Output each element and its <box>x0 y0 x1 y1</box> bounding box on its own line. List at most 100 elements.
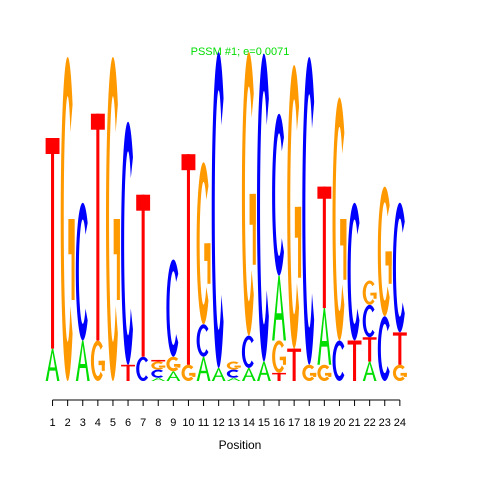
logo-column-12 <box>211 52 226 381</box>
x-tick-label: 9 <box>170 417 176 429</box>
letter-G <box>196 162 211 325</box>
letter-G <box>151 361 166 370</box>
logo-column-20 <box>332 97 347 381</box>
letter-C <box>196 324 209 357</box>
logo-column-21 <box>347 202 362 381</box>
letter-G <box>392 364 407 381</box>
x-tick-label: 18 <box>303 417 315 429</box>
x-tick-label: 8 <box>155 417 161 429</box>
letter-T <box>136 194 151 357</box>
letter-C <box>226 369 239 378</box>
letter-A <box>196 356 211 381</box>
letter-G <box>332 97 347 341</box>
letter-A <box>362 361 377 381</box>
letter-G <box>226 361 241 370</box>
logo-column-6 <box>121 121 135 381</box>
letter-A <box>166 371 181 381</box>
letter-G <box>272 340 286 373</box>
letter-C <box>257 53 269 362</box>
letter-G <box>317 364 332 381</box>
letter-A <box>75 340 90 381</box>
x-tick-label: 5 <box>110 417 116 429</box>
logo-column-8 <box>151 359 166 381</box>
letter-G <box>90 340 105 381</box>
letter-C <box>211 52 224 369</box>
letter-C <box>302 56 315 365</box>
x-tick-label: 16 <box>273 417 285 429</box>
x-tick-label: 4 <box>95 417 101 429</box>
letter-T <box>272 372 286 381</box>
x-tick-label: 21 <box>348 417 360 429</box>
letter-T <box>121 364 135 381</box>
letter-A <box>317 308 332 365</box>
letter-T <box>90 113 105 341</box>
letter-G <box>181 364 196 382</box>
letter-C <box>377 316 390 381</box>
x-tick-label: 24 <box>394 417 406 429</box>
x-tick-label: 19 <box>318 417 330 429</box>
x-axis-title: Position <box>219 438 262 452</box>
x-tick-label: 22 <box>364 417 376 429</box>
logo-column-4 <box>90 113 105 381</box>
logo-column-10 <box>181 154 196 382</box>
logo-column-13 <box>226 361 241 381</box>
letter-C <box>392 202 405 333</box>
logo-letters <box>45 52 407 382</box>
x-axis: 1 2 3 4 5 6 7 8 9 10 11 12 13 14 15 16 17 18 19 20 21 22 23 24 <box>49 399 406 429</box>
x-tick-label: 17 <box>288 417 300 429</box>
letter-G <box>60 57 75 381</box>
logo-column-16 <box>272 113 286 381</box>
letter-T <box>317 186 332 309</box>
logo-column-3 <box>75 202 90 381</box>
letter-C <box>136 356 149 382</box>
letter-C <box>272 113 284 276</box>
letter-C <box>241 335 254 369</box>
x-tick-label: 11 <box>198 417 209 429</box>
letter-A <box>257 361 271 381</box>
letter-A <box>272 275 286 341</box>
letter-G <box>106 56 120 382</box>
letter-G <box>287 65 302 349</box>
letter-C <box>166 259 179 357</box>
x-tick-label: 3 <box>80 417 86 429</box>
letter-T <box>347 340 362 381</box>
letter-A <box>241 368 256 381</box>
x-tick-label: 15 <box>258 417 270 429</box>
logo-column-18 <box>302 56 317 381</box>
x-tick-label: 14 <box>243 417 255 429</box>
x-tick-label: 1 <box>49 417 55 429</box>
x-tick-label: 6 <box>125 417 131 429</box>
letter-A <box>45 348 60 381</box>
x-tick-label: 13 <box>228 417 240 429</box>
x-tick-label: 7 <box>140 417 146 429</box>
logo-column-5 <box>106 56 120 382</box>
x-tick-label: 2 <box>65 417 71 429</box>
logo-column-15 <box>257 53 271 381</box>
letter-C <box>332 340 345 381</box>
letter-G <box>362 280 377 305</box>
logo-column-24 <box>392 202 407 381</box>
letter-G <box>302 364 317 381</box>
letter-T <box>287 348 302 381</box>
logo-column-9 <box>166 259 181 381</box>
letter-G <box>241 52 256 336</box>
letter-A <box>226 377 241 381</box>
letter-A <box>151 377 166 381</box>
x-tick-label: 12 <box>213 417 225 429</box>
logo-column-22 <box>362 280 377 381</box>
letter-C <box>347 202 360 341</box>
logo-column-2 <box>60 57 75 381</box>
letter-C <box>121 121 133 365</box>
letter-C <box>75 202 88 341</box>
x-tick-label: 20 <box>333 417 345 429</box>
logo-column-19 <box>317 186 332 381</box>
logo-column-23 <box>377 186 392 381</box>
logo-column-7 <box>136 194 151 382</box>
x-tick-label: 10 <box>182 417 194 429</box>
letter-C <box>362 304 375 338</box>
x-tick-label: 23 <box>379 417 391 429</box>
logo-column-1 <box>45 138 60 381</box>
letter-T <box>151 359 166 362</box>
letter-T <box>45 138 60 349</box>
